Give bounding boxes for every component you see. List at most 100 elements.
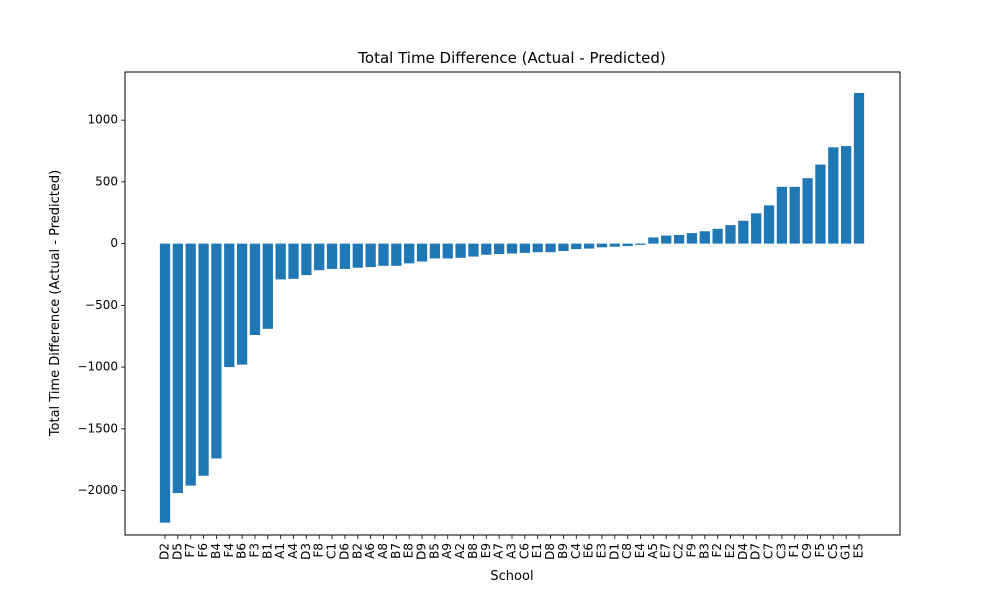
x-tick-label: C3: [774, 543, 788, 559]
y-tick-label: −1000: [77, 360, 118, 374]
bars-group: [159, 92, 865, 523]
x-tick-label: B1: [260, 543, 274, 559]
x-axis: D2D5F7F6B4F4B6F3B1A1A4D3F8C1D6B2A6A8B7E8…: [158, 535, 866, 560]
bar-F3: [249, 243, 261, 335]
x-tick-label: C6: [517, 543, 531, 559]
y-tick-label: −1500: [77, 421, 118, 435]
x-tick-label: E3: [594, 543, 608, 558]
bar-C1: [326, 243, 338, 269]
x-tick-label: D7: [749, 543, 763, 560]
y-tick-label: 0: [110, 236, 118, 250]
bar-E9: [481, 243, 492, 255]
x-tick-label: F1: [787, 543, 801, 558]
bar-B8: [468, 243, 479, 257]
x-tick-label: E1: [530, 543, 544, 558]
x-tick-label: A2: [453, 543, 467, 559]
x-tick-label: F5: [813, 543, 827, 558]
x-tick-label: A5: [646, 543, 660, 559]
bar-A1: [275, 243, 286, 280]
y-tick-label: −2000: [77, 483, 118, 497]
x-tick-label: F7: [183, 543, 197, 558]
bar-C4: [571, 243, 582, 250]
x-tick-label: C7: [762, 543, 776, 559]
x-tick-label: B7: [389, 543, 403, 559]
x-tick-label: A3: [505, 543, 519, 559]
x-tick-label: B4: [209, 543, 223, 559]
x-tick-label: D9: [415, 543, 429, 560]
bar-A7: [494, 243, 505, 255]
x-tick-label: G1: [839, 543, 853, 560]
bar-E1: [532, 243, 543, 253]
x-tick-label: F9: [684, 543, 698, 558]
bar-F7: [185, 243, 196, 486]
bar-C6: [519, 243, 530, 253]
bar-D3: [301, 243, 312, 276]
x-tick-label: F8: [312, 543, 326, 558]
x-tick-label: B8: [466, 543, 480, 559]
bar-F1: [789, 186, 800, 244]
bar-D9: [416, 243, 428, 262]
x-tick-label: D8: [543, 543, 557, 560]
bar-A8: [378, 243, 389, 266]
x-tick-label: E7: [659, 543, 673, 558]
bar-D1: [609, 243, 620, 247]
bar-C8: [622, 243, 633, 247]
x-tick-label: E2: [723, 543, 737, 558]
bar-D2: [159, 243, 171, 523]
x-tick-label: D4: [736, 543, 750, 560]
bar-D8: [545, 243, 556, 253]
x-tick-label: B9: [556, 543, 570, 559]
x-tick-label: D1: [607, 543, 621, 560]
bar-F2: [712, 228, 723, 244]
bar-F9: [686, 233, 698, 244]
bar-A6: [365, 243, 376, 268]
bar-B3: [699, 231, 710, 244]
bar-A9: [442, 243, 453, 259]
x-tick-label: E4: [633, 543, 647, 558]
bar-E8: [404, 243, 415, 264]
x-tick-label: D5: [170, 543, 184, 560]
bar-B6: [236, 243, 248, 365]
chart-title: Total Time Difference (Actual - Predicte…: [357, 49, 665, 67]
x-tick-label: E5: [852, 543, 866, 558]
bar-G1: [841, 146, 852, 244]
bar-D5: [172, 243, 183, 494]
bar-F4: [224, 243, 235, 368]
bar-C7: [763, 205, 775, 244]
x-tick-label: C1: [325, 543, 339, 559]
bar-F8: [314, 243, 325, 271]
bar-E5: [853, 92, 865, 244]
x-tick-label: D3: [299, 543, 313, 560]
x-tick-label: C2: [672, 543, 686, 559]
x-tick-label: A6: [363, 543, 377, 559]
x-tick-label: B3: [697, 543, 711, 559]
bar-B1: [262, 243, 273, 329]
x-tick-label: B2: [350, 543, 364, 559]
y-axis-label: Total Time Difference (Actual - Predicte…: [48, 170, 63, 437]
bar-C9: [802, 178, 813, 244]
y-axis: −2000 −1500 −1000 −500 0 500 1000: [77, 113, 125, 497]
x-tick-label: A8: [376, 543, 390, 559]
bar-B2: [352, 243, 363, 268]
bar-C3: [776, 186, 788, 244]
bar-A5: [648, 237, 659, 244]
bar-E4: [635, 243, 646, 245]
y-tick-label: 1000: [87, 113, 118, 127]
bar-B4: [211, 243, 222, 459]
x-tick-label: A1: [273, 543, 287, 559]
x-tick-label: A7: [492, 543, 506, 559]
x-tick-label: E9: [479, 543, 493, 558]
bar-B7: [391, 243, 402, 266]
bar-B5: [429, 243, 441, 259]
bar-F5: [815, 164, 826, 244]
bar-C2: [673, 234, 685, 244]
bar-C5: [828, 147, 839, 244]
x-tick-label: C5: [826, 543, 840, 559]
x-tick-label: B6: [235, 543, 249, 559]
x-tick-label: F3: [247, 543, 261, 558]
x-axis-label: School: [490, 569, 533, 584]
plot-frame: [124, 71, 901, 536]
bar-A4: [288, 243, 299, 279]
x-tick-label: F4: [222, 543, 236, 558]
